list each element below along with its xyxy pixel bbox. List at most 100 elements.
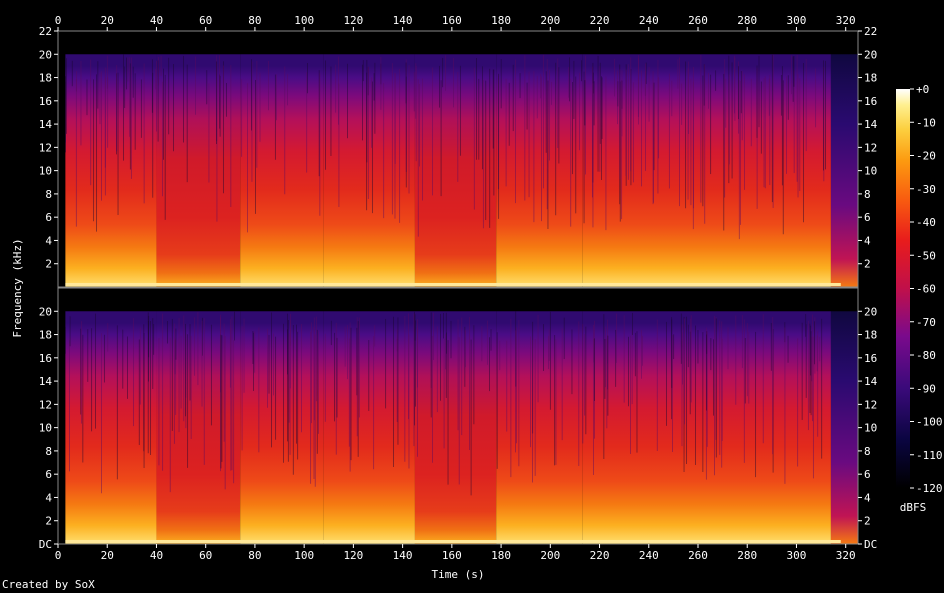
- y-tick-label-left: 10: [39, 422, 52, 435]
- spectrum-segment: [496, 54, 583, 287]
- x-tick-label-bottom: 0: [55, 549, 62, 562]
- y-tick-label-right: 14: [864, 118, 878, 131]
- x-tick-label-top: 60: [199, 14, 212, 27]
- y-tick-label-right: 22: [864, 25, 877, 38]
- y-tick-label-left: 2: [45, 258, 52, 271]
- x-tick-label-top: 240: [639, 14, 659, 27]
- y-tick-label-right: 4: [864, 491, 871, 504]
- y-tick-label-left: 22: [39, 25, 52, 38]
- y-tick-label-right: 4: [864, 234, 871, 247]
- colorbar-tick-label: +0: [916, 83, 929, 96]
- y-tick-label-right: 2: [864, 258, 871, 271]
- spectrum-segment: [65, 54, 157, 287]
- y-axis-title: Frequency (kHz): [11, 238, 24, 337]
- y-tick-label-right: DC: [864, 538, 877, 551]
- colorbar-tick-label: -110: [916, 449, 943, 462]
- x-tick-label-bottom: 320: [836, 549, 856, 562]
- colorbar-label: dBFS: [900, 501, 927, 514]
- colorbar-tick-label: -100: [916, 416, 943, 429]
- spectrum-segment: [240, 311, 324, 544]
- x-tick-label-bottom: 100: [294, 549, 314, 562]
- colorbar-tick-label: -40: [916, 216, 936, 229]
- x-tick-label-top: 280: [737, 14, 757, 27]
- y-tick-label-right: 12: [864, 141, 877, 154]
- x-tick-label-top: 40: [150, 14, 163, 27]
- x-tick-label-top: 220: [590, 14, 610, 27]
- x-tick-label-top: 20: [101, 14, 114, 27]
- colorbar-tick-label: -90: [916, 382, 936, 395]
- x-tick-label-top: 200: [540, 14, 560, 27]
- y-tick-label-right: 6: [864, 468, 871, 481]
- colorbar-gradient: [896, 89, 910, 488]
- x-tick-label-bottom: 140: [393, 549, 413, 562]
- colorbar-tick-label: -30: [916, 183, 936, 196]
- spectrum-segment: [323, 54, 415, 287]
- y-tick-label-left: 6: [45, 211, 52, 224]
- y-tick-label-left: 20: [39, 305, 52, 318]
- x-tick-label-top: 100: [294, 14, 314, 27]
- colorbar-tick-label: -70: [916, 316, 936, 329]
- y-tick-label-right: 2: [864, 515, 871, 528]
- transient-streaks: [65, 54, 826, 240]
- dc-band: [65, 283, 841, 286]
- colorbar-tick-label: -80: [916, 349, 936, 362]
- spectrum-segment: [414, 54, 497, 287]
- y-tick-label-left: 4: [45, 234, 52, 247]
- x-tick-label-top: 0: [55, 14, 62, 27]
- spectrum-segment: [830, 54, 858, 287]
- x-tick-label-bottom: 80: [248, 549, 261, 562]
- x-tick-label-top: 180: [491, 14, 511, 27]
- spectrum-segment: [323, 311, 415, 544]
- spectrum-segment: [240, 54, 324, 287]
- y-tick-label-right: 20: [864, 305, 877, 318]
- y-tick-label-right: 18: [864, 329, 877, 342]
- y-tick-label-left: DC: [39, 538, 52, 551]
- y-tick-label-left: 20: [39, 48, 52, 61]
- y-tick-label-left: 10: [39, 165, 52, 178]
- spectrum-segment: [496, 311, 583, 544]
- colorbar-tick-label: -20: [916, 150, 936, 163]
- y-tick-label-left: 16: [39, 95, 52, 108]
- x-tick-label-bottom: 180: [491, 549, 511, 562]
- colorbar-tick-label: -10: [916, 116, 936, 129]
- x-axis-title: Time (s): [432, 568, 485, 581]
- spectrum-segment: [830, 311, 858, 544]
- y-tick-label-left: 12: [39, 141, 52, 154]
- y-tick-label-left: 2: [45, 515, 52, 528]
- y-tick-label-left: 12: [39, 398, 52, 411]
- x-tick-label-bottom: 160: [442, 549, 462, 562]
- transient-streaks: [65, 311, 823, 496]
- spectrum-segment: [65, 311, 157, 544]
- y-tick-label-right: 10: [864, 422, 877, 435]
- y-tick-label-right: 20: [864, 48, 877, 61]
- spectrum-segment: [156, 54, 241, 287]
- y-tick-label-left: 18: [39, 329, 52, 342]
- y-tick-label-right: 12: [864, 398, 877, 411]
- dc-band: [65, 540, 841, 543]
- x-tick-label-bottom: 40: [150, 549, 163, 562]
- x-tick-label-top: 320: [836, 14, 856, 27]
- spectrogram-channel-1: [54, 30, 862, 288]
- y-tick-label-left: 16: [39, 352, 52, 365]
- y-tick-label-right: 8: [864, 188, 871, 201]
- y-tick-label-right: 6: [864, 211, 871, 224]
- spectrogram-channel-2: [54, 287, 862, 545]
- spectrum-segment: [582, 54, 831, 287]
- x-tick-label-bottom: 260: [688, 549, 708, 562]
- y-tick-label-right: 10: [864, 165, 877, 178]
- colorbar-tick-label: -50: [916, 249, 936, 262]
- x-tick-label-top: 260: [688, 14, 708, 27]
- y-tick-label-left: 4: [45, 491, 52, 504]
- y-tick-label-left: 14: [39, 375, 53, 388]
- y-tick-label-right: 16: [864, 95, 877, 108]
- x-tick-label-bottom: 280: [737, 549, 757, 562]
- panel-frame: [57, 287, 859, 545]
- x-tick-label-top: 160: [442, 14, 462, 27]
- x-tick-label-top: 300: [787, 14, 807, 27]
- x-tick-label-top: 80: [248, 14, 261, 27]
- panel-frame: [57, 30, 859, 288]
- y-tick-label-left: 8: [45, 188, 52, 201]
- y-tick-label-left: 18: [39, 72, 52, 85]
- y-tick-label-right: 8: [864, 445, 871, 458]
- x-tick-label-bottom: 120: [343, 549, 363, 562]
